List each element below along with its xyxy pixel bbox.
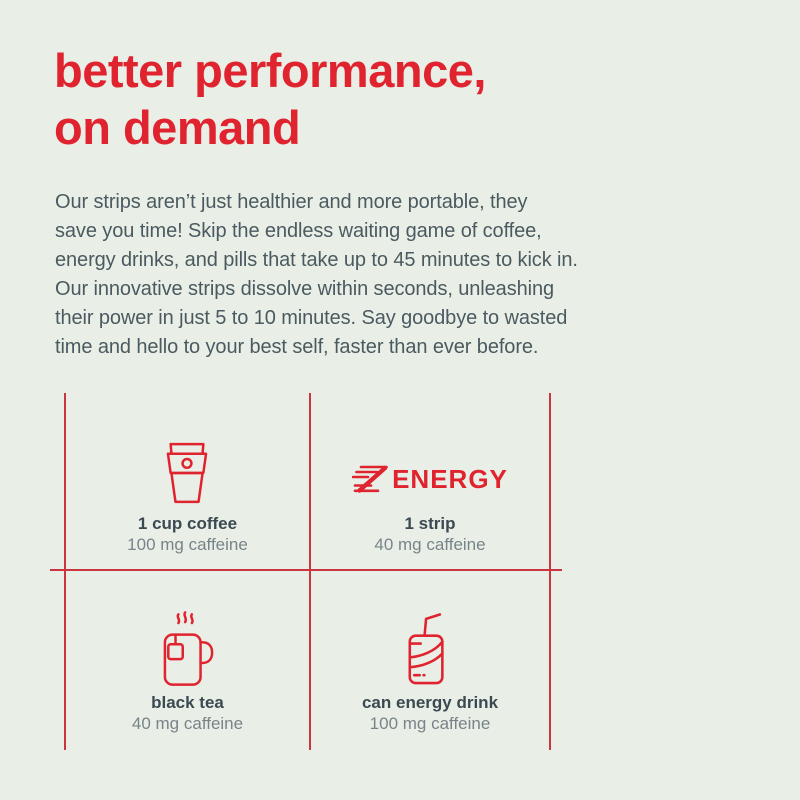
zenergy-wordmark-text: ENERGY — [392, 464, 508, 494]
comparison-label: 1 strip — [404, 514, 456, 533]
grid-line-vertical-middle — [309, 393, 311, 750]
intro-line: their power in just 5 to 10 minutes. Say… — [55, 307, 568, 329]
comparison-label: black tea — [151, 693, 224, 712]
tea-mug-icon — [163, 611, 214, 686]
comparison-cell-labels: can energy drink 100 mg caffeine — [310, 692, 550, 734]
intro-line: Our innovative strips dissolve within se… — [55, 278, 555, 300]
intro-line: time and hello to your best self, faster… — [55, 336, 539, 358]
comparison-cell-tea: black tea 40 mg caffeine — [65, 571, 310, 750]
comparison-label: can energy drink — [361, 693, 499, 712]
comparison-sublabel: 100 mg caffeine — [127, 535, 248, 554]
comparison-sublabel: 40 mg caffeine — [374, 535, 486, 554]
comparison-cell-labels: 1 cup coffee 100 mg caffeine — [65, 513, 310, 555]
page-title-line1: better performance, — [54, 44, 486, 97]
page-title: better performance, on demand — [54, 42, 486, 156]
grid-line-horizontal — [50, 569, 562, 571]
comparison-cell-labels: 1 strip 40 mg caffeine — [310, 513, 550, 555]
grid-line-vertical-left — [64, 393, 66, 750]
intro-paragraph: Our strips aren’t just healthier and mor… — [55, 188, 675, 362]
coffee-cup-icon — [166, 442, 208, 504]
comparison-cell-coffee: 1 cup coffee 100 mg caffeine — [65, 393, 310, 570]
intro-line: Our strips aren’t just healthier and mor… — [55, 191, 528, 213]
comparison-cell-labels: black tea 40 mg caffeine — [65, 692, 310, 734]
zenergy-logo: ENERGY — [310, 464, 550, 494]
comparison-cell-zenergy: ENERGY 1 strip 40 mg caffeine — [310, 393, 550, 570]
comparison-sublabel: 100 mg caffeine — [369, 714, 491, 733]
zenergy-z-icon — [352, 465, 388, 493]
comparison-label: 1 cup coffee — [137, 514, 238, 533]
energy-can-icon — [408, 613, 444, 685]
comparison-sublabel: 40 mg caffeine — [131, 714, 244, 733]
intro-line: save you time! Skip the endless waiting … — [55, 220, 542, 242]
page-title-line2: on demand — [54, 101, 301, 154]
comparison-cell-can: can energy drink 100 mg caffeine — [310, 571, 550, 750]
grid-line-vertical-right — [549, 393, 551, 750]
intro-line: energy drinks, and pills that take up to… — [55, 249, 578, 271]
